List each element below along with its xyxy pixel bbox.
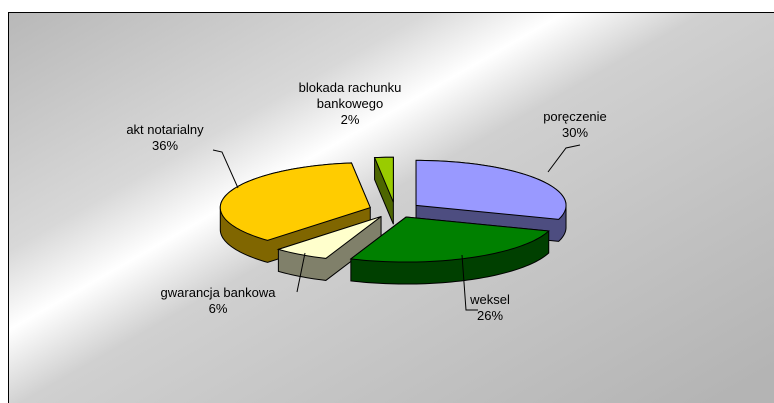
value-label: 2%: [340, 112, 360, 127]
data-label: poręczenie 30%: [495, 109, 655, 141]
category-label: blokada rachunku bankowego: [298, 80, 402, 111]
leader-line: [461, 254, 478, 311]
leader-line: [547, 144, 581, 173]
value-label: 26%: [476, 308, 504, 323]
leader-line: [296, 252, 306, 293]
leader-line: [212, 149, 239, 189]
data-label: weksel 26%: [410, 292, 570, 324]
value-label: 36%: [151, 138, 179, 153]
slice: [415, 159, 567, 220]
slice: [373, 156, 394, 203]
data-label: akt notarialny 36%: [85, 122, 245, 154]
data-label: blokada rachunku bankowego 2%: [270, 80, 430, 128]
data-label: gwarancja bankowa 6%: [138, 285, 298, 317]
value-label: 6%: [208, 301, 228, 316]
value-label: 30%: [561, 125, 589, 140]
category-label: weksel: [470, 292, 510, 307]
category-label: akt notarialny: [126, 122, 204, 137]
slice: [219, 162, 371, 241]
category-label: gwarancja bankowa: [160, 285, 276, 300]
slice: [349, 216, 550, 263]
category-label: poręczenie: [543, 109, 607, 124]
slice: [276, 216, 382, 259]
